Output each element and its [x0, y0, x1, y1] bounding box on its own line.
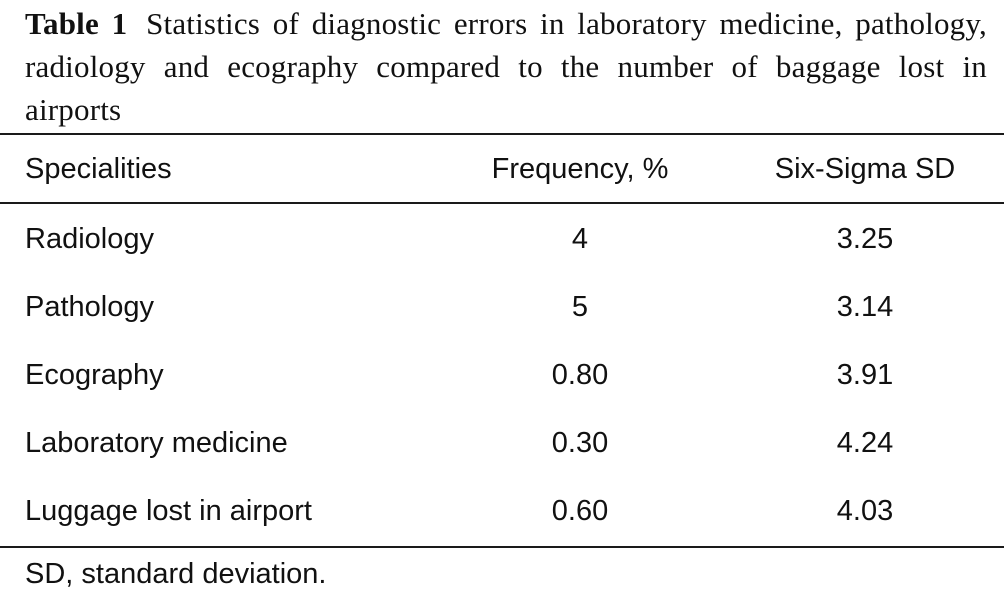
table-header-row: Specialities Frequency, % Six-Sigma SD: [0, 135, 1004, 203]
table-row: Luggage lost in airport 0.60 4.03: [0, 477, 1004, 545]
table-bottom-rule: [0, 546, 1004, 548]
table-header-rule: [0, 202, 1004, 204]
cell-six-sigma-sd: 3.91: [836, 359, 894, 391]
cell-speciality: Luggage lost in airport: [25, 495, 312, 527]
table-row: Pathology 5 3.14: [0, 273, 1004, 341]
header-specialities: Specialities: [25, 153, 172, 185]
table-caption: Table 1 Statistics of diagnostic errors …: [25, 2, 987, 131]
table-row: Ecography 0.80 3.91: [0, 341, 1004, 409]
cell-speciality: Radiology: [25, 223, 154, 255]
cell-frequency: 4: [571, 223, 589, 255]
cell-six-sigma-sd: 3.14: [836, 291, 894, 323]
cell-six-sigma-sd: 4.03: [836, 495, 894, 527]
table-row: Radiology 4 3.25: [0, 205, 1004, 273]
table-caption-text: Statistics of diagnostic errors in labor…: [25, 6, 987, 127]
table-top-rule: [0, 133, 1004, 135]
header-frequency: Frequency, %: [491, 153, 669, 185]
cell-speciality: Ecography: [25, 359, 164, 391]
cell-six-sigma-sd: 3.25: [836, 223, 894, 255]
table-footnote: SD, standard deviation.: [25, 558, 327, 590]
cell-frequency: 0.60: [551, 495, 609, 527]
cell-frequency: 0.80: [551, 359, 609, 391]
cell-speciality: Pathology: [25, 291, 154, 323]
cell-speciality: Laboratory medicine: [25, 427, 288, 459]
cell-frequency: 5: [571, 291, 589, 323]
header-six-sigma-sd: Six-Sigma SD: [774, 153, 956, 185]
cell-frequency: 0.30: [551, 427, 609, 459]
table-row: Laboratory medicine 0.30 4.24: [0, 409, 1004, 477]
table-caption-label: Table 1: [25, 6, 128, 41]
cell-six-sigma-sd: 4.24: [836, 427, 894, 459]
